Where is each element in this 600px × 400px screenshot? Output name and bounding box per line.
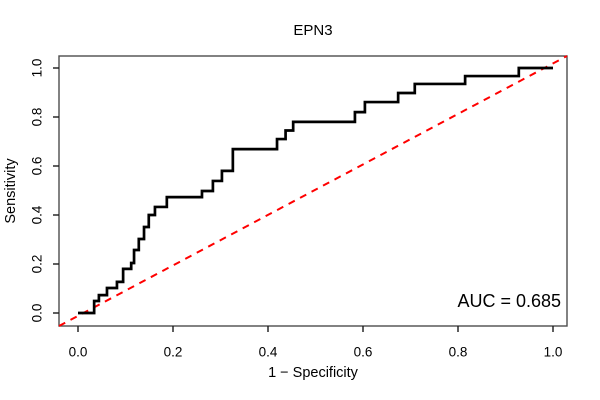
x-tick-label: 0.2 xyxy=(164,345,183,360)
y-tick-label: 0.8 xyxy=(30,108,45,127)
x-tick-label: 0.4 xyxy=(259,345,278,360)
y-tick-label: 0.0 xyxy=(30,304,45,323)
chart-title: EPN3 xyxy=(293,22,332,39)
x-tick-label: 1.0 xyxy=(544,345,563,360)
y-tick-label: 0.6 xyxy=(30,157,45,176)
y-axis-tick-labels: 0.0 0.2 0.4 0.6 0.8 1.0 xyxy=(30,59,45,323)
chance-diagonal-line xyxy=(58,55,568,327)
auc-annotation: AUC = 0.685 xyxy=(457,291,561,311)
x-tick-label: 0.6 xyxy=(354,345,373,360)
y-tick-label: 0.2 xyxy=(30,255,45,274)
x-tick-label: 0.0 xyxy=(69,345,88,360)
y-axis-label: Sensitivity xyxy=(3,158,19,224)
x-axis-ticks xyxy=(77,326,554,332)
x-axis-label: 1 − Specificity xyxy=(268,365,359,381)
x-tick-label: 0.8 xyxy=(449,345,468,360)
y-tick-label: 0.4 xyxy=(30,205,45,224)
roc-curve xyxy=(78,66,553,315)
y-axis-ticks xyxy=(53,67,59,314)
plot-border-box xyxy=(58,55,568,327)
y-tick-label: 1.0 xyxy=(30,59,45,78)
x-axis-tick-labels: 0.0 0.2 0.4 0.6 0.8 1.0 xyxy=(69,345,563,360)
